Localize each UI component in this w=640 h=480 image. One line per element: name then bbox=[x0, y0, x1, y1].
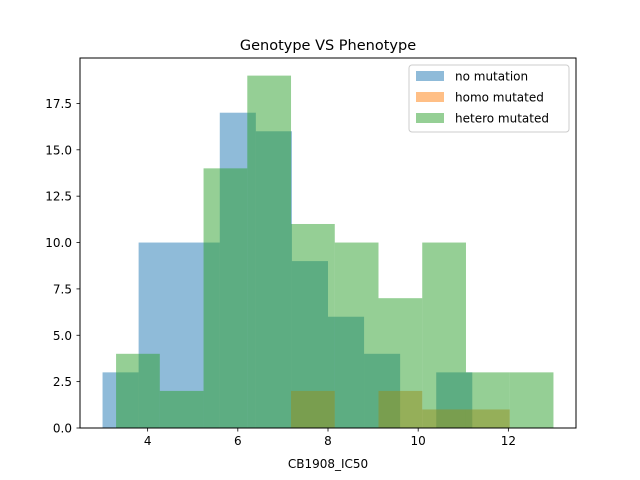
histogram-bar-hetero-mutated bbox=[291, 223, 335, 428]
legend-label: hetero mutated bbox=[455, 112, 549, 126]
y-axis-ticks: 0.0 2.5 5.0 7.5 10.0 12.5 15.0 17.5 bbox=[45, 97, 80, 436]
legend: no mutation homo mutated hetero mutated bbox=[408, 64, 570, 133]
x-tick-label: 6 bbox=[234, 434, 242, 448]
histogram-bar-hetero-mutated bbox=[334, 242, 379, 428]
histogram-bar-hetero-mutated bbox=[247, 75, 292, 429]
histogram-bar-hetero-mutated bbox=[159, 390, 204, 428]
legend-box bbox=[408, 64, 570, 133]
histogram-bar-hetero-mutated bbox=[203, 168, 248, 428]
legend-swatch bbox=[416, 92, 444, 102]
y-tick-label: 7.5 bbox=[53, 282, 72, 296]
x-tick-label: 4 bbox=[144, 434, 152, 448]
bars-layer bbox=[102, 75, 554, 429]
y-tick-label: 17.5 bbox=[45, 97, 72, 111]
x-axis-label: CB1908_IC50 bbox=[288, 457, 368, 471]
histogram-bar-hetero-mutated bbox=[422, 242, 466, 428]
legend-swatch bbox=[416, 113, 444, 123]
y-tick-label: 15.0 bbox=[45, 143, 72, 157]
histogram-bar-hetero-mutated bbox=[509, 372, 554, 428]
legend-label: no mutation bbox=[455, 70, 528, 84]
y-tick-label: 12.5 bbox=[45, 190, 72, 204]
histogram-bar-hetero-mutated bbox=[116, 353, 160, 428]
y-tick-label: 2.5 bbox=[53, 375, 72, 389]
histogram-bar-hetero-mutated bbox=[465, 372, 510, 428]
y-tick-label: 0.0 bbox=[53, 422, 72, 436]
legend-swatch bbox=[416, 71, 444, 81]
histogram-bar-hetero-mutated bbox=[378, 298, 423, 428]
x-axis-ticks: 4 6 8 10 12 bbox=[144, 428, 516, 448]
x-tick-label: 12 bbox=[501, 434, 516, 448]
chart-title: Genotype VS Phenotype bbox=[240, 38, 416, 54]
y-tick-label: 5.0 bbox=[53, 329, 72, 343]
legend-label: homo mutated bbox=[455, 91, 544, 105]
x-tick-label: 10 bbox=[411, 434, 426, 448]
x-tick-label: 8 bbox=[324, 434, 332, 448]
y-tick-label: 10.0 bbox=[45, 236, 72, 250]
